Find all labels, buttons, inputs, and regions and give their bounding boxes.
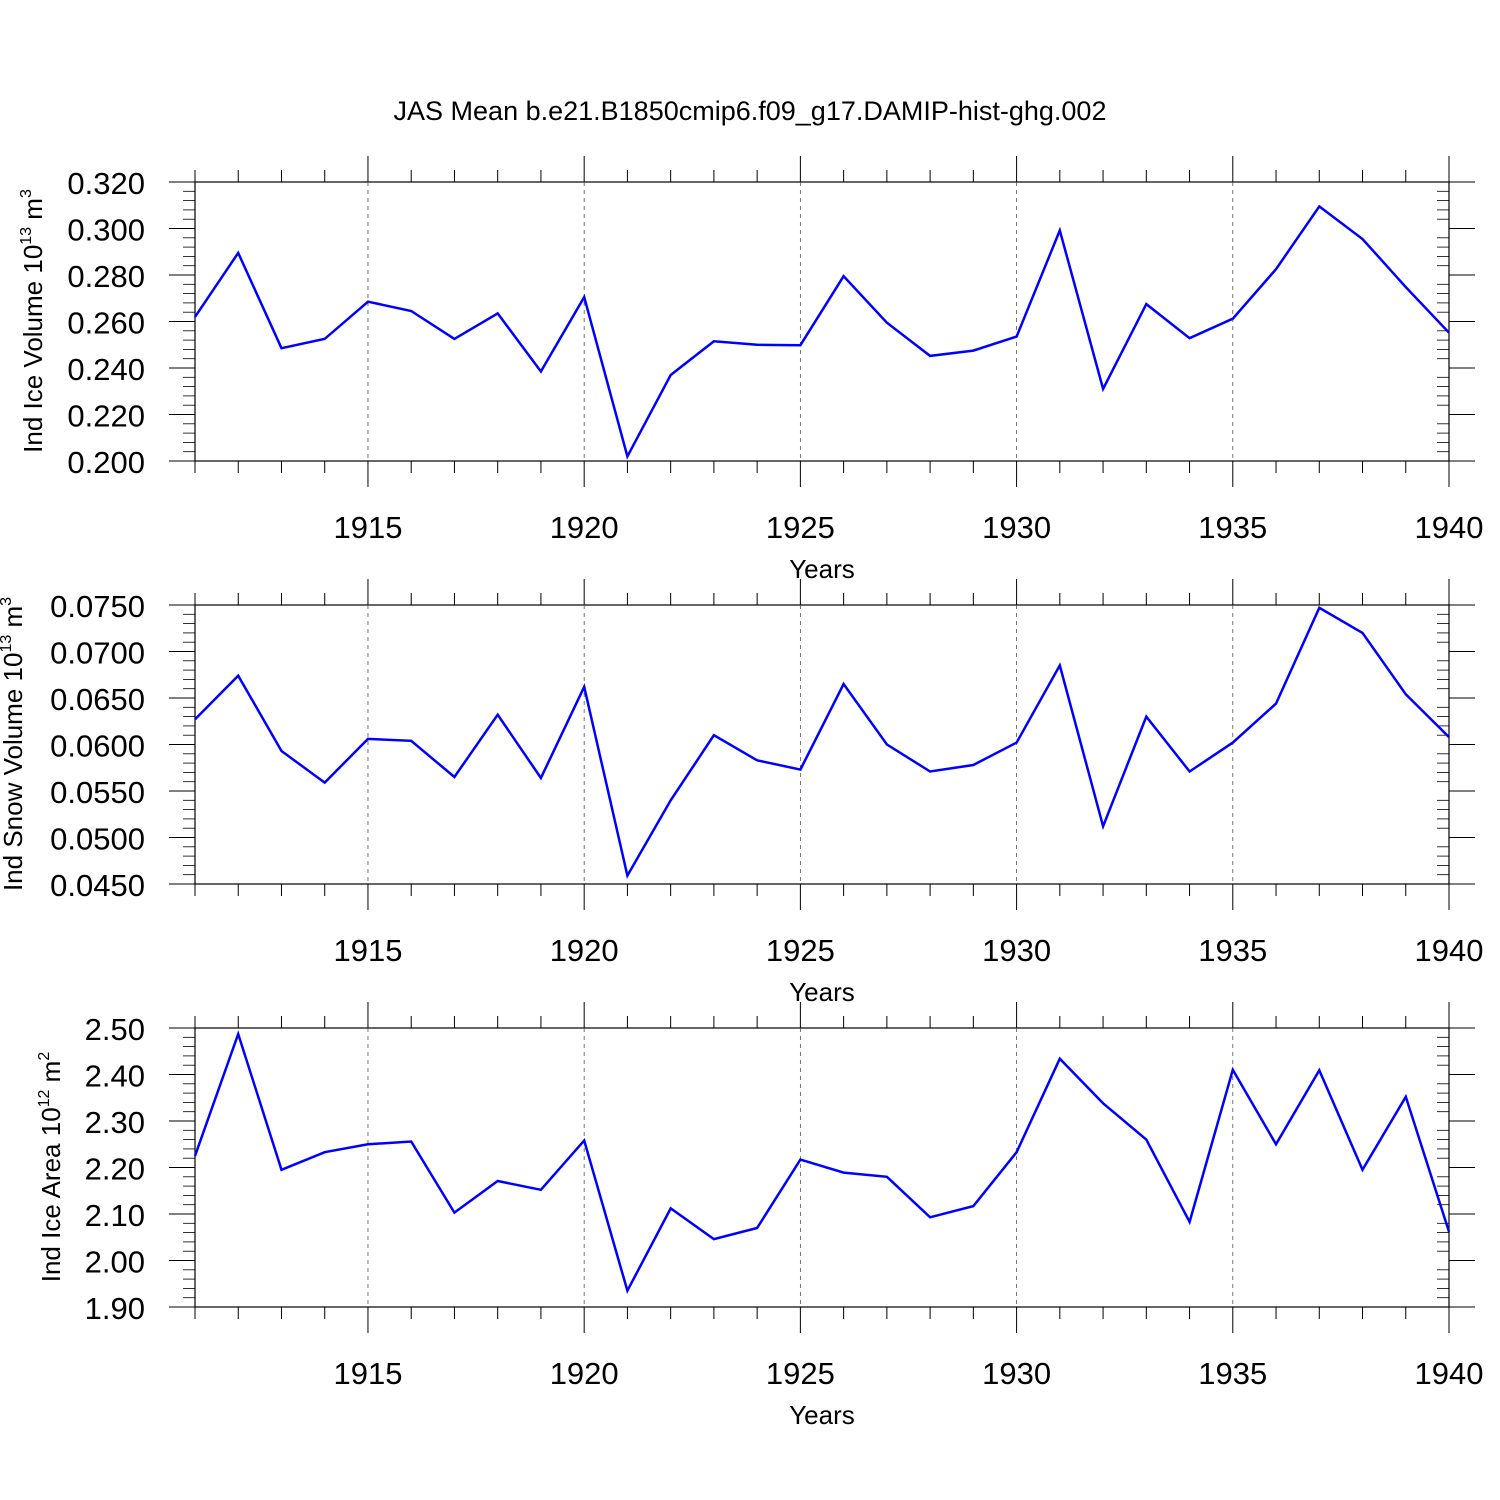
x-tick-label: 1925 [766, 510, 835, 545]
x-tick-label: 1915 [333, 933, 402, 968]
x-tick-label: 1920 [550, 933, 619, 968]
y-tick-label: 0.0700 [50, 636, 145, 671]
y-axis-label-prefix: Ind Ice Volume 10 [18, 245, 48, 453]
y-axis-label: Ind Snow Volume 1013 m3 [0, 597, 28, 891]
y-tick-label: 0.0500 [50, 822, 145, 857]
y-tick-labels: 1.90 2.00 2.10 2.20 2.30 2.40 2.50 [85, 1012, 145, 1326]
y-axis-label: Ind Ice Volume 1013 m3 [18, 189, 48, 453]
axis-ticks [169, 156, 1475, 487]
y-axis-label-unit-exponent: 2 [36, 1052, 53, 1061]
series-line [194, 606, 1450, 879]
y-tick-label: 2.00 [85, 1245, 145, 1280]
series-line [193, 1030, 1451, 1295]
y-tick-label: 0.240 [67, 352, 145, 387]
y-tick-label: 0.0450 [50, 868, 145, 903]
x-tick-label: 1930 [982, 933, 1051, 968]
x-tick-label: 1935 [1198, 933, 1267, 968]
y-tick-label: 0.200 [67, 445, 145, 480]
x-tick-label: 1940 [1415, 510, 1484, 545]
y-tick-label: 0.300 [67, 213, 145, 248]
y-tick-label: 1.90 [85, 1291, 145, 1326]
panel-ice-area: 1.90 2.00 2.10 2.20 2.30 2.40 2.50 1915 1920 192… [36, 1002, 1483, 1430]
y-tick-label: 0.280 [67, 259, 145, 294]
y-axis-label: Ind Ice Area 1012 m2 [36, 1052, 66, 1283]
y-tick-label: 0.0750 [50, 589, 145, 624]
panel-ice-volume: 0.200 0.220 0.240 0.260 0.280 0.300 0.320 1915… [18, 156, 1483, 584]
y-tick-label: 0.0600 [50, 729, 145, 764]
y-tick-label: 0.220 [67, 399, 145, 434]
x-tick-labels: 1915 1920 1925 1930 1935 1940 [333, 510, 1483, 545]
y-axis-label-unit: m [18, 198, 48, 227]
x-tick-label: 1925 [766, 933, 835, 968]
x-tick-label: 1930 [982, 1356, 1051, 1391]
x-tick-labels: 1915 1920 1925 1930 1935 1940 [333, 933, 1483, 968]
y-tick-label: 0.0650 [50, 682, 145, 717]
y-tick-labels: 0.0450 0.0500 0.0550 0.0600 0.0650 0.0700 0.07… [50, 589, 145, 903]
series-line [193, 204, 1450, 460]
x-tick-label: 1915 [333, 1356, 402, 1391]
y-tick-label: 2.30 [85, 1105, 145, 1140]
x-tick-label: 1935 [1198, 1356, 1267, 1391]
y-axis-label-unit: m [36, 1061, 66, 1090]
axis-ticks [169, 579, 1475, 910]
panel-snow-volume: 0.0450 0.0500 0.0550 0.0600 0.0650 0.0700 0.07… [0, 579, 1483, 1007]
y-tick-label: 2.40 [85, 1059, 145, 1094]
y-axis-label-prefix: Ind Snow Volume 10 [0, 653, 28, 892]
axis-ticks [169, 1002, 1475, 1333]
chart-title: JAS Mean b.e21.B1850cmip6.f09_g17.DAMIP-… [394, 96, 1107, 126]
x-axis-label: Years [789, 977, 855, 1007]
y-axis-label-exponent: 13 [18, 227, 35, 245]
x-tick-label: 1925 [766, 1356, 835, 1391]
y-axis-label-exponent: 13 [0, 635, 15, 653]
y-tick-label: 2.10 [85, 1198, 145, 1233]
x-tick-label: 1920 [550, 1356, 619, 1391]
x-tick-label: 1915 [333, 510, 402, 545]
x-tick-label: 1940 [1415, 1356, 1484, 1391]
y-tick-labels: 0.200 0.220 0.240 0.260 0.280 0.300 0.320 [67, 166, 145, 480]
y-tick-label: 0.320 [67, 166, 145, 201]
vertical-gridlines [367, 182, 1234, 461]
plot-frame [194, 181, 1450, 462]
y-axis-label-unit-exponent: 3 [0, 597, 15, 606]
y-tick-label: 0.0550 [50, 775, 145, 810]
y-tick-label: 2.20 [85, 1152, 145, 1187]
y-axis-label-exponent: 12 [36, 1089, 53, 1107]
y-axis-label-prefix: Ind Ice Area 10 [36, 1107, 66, 1282]
x-tick-label: 1940 [1415, 933, 1484, 968]
x-axis-label: Years [789, 554, 855, 584]
x-tick-label: 1930 [982, 510, 1051, 545]
plot-frame [194, 1027, 1450, 1308]
vertical-gridlines [367, 1028, 1234, 1307]
y-axis-label-unit-exponent: 3 [18, 189, 35, 198]
x-tick-label: 1920 [550, 510, 619, 545]
x-tick-label: 1935 [1198, 510, 1267, 545]
y-tick-label: 2.50 [85, 1012, 145, 1047]
x-axis-label: Years [789, 1400, 855, 1430]
y-axis-label-unit: m [0, 606, 28, 635]
x-tick-labels: 1915 1920 1925 1930 1935 1940 [333, 1356, 1483, 1391]
vertical-gridlines [367, 605, 1234, 884]
y-tick-label: 0.260 [67, 306, 145, 341]
plot-frame [194, 604, 1450, 885]
